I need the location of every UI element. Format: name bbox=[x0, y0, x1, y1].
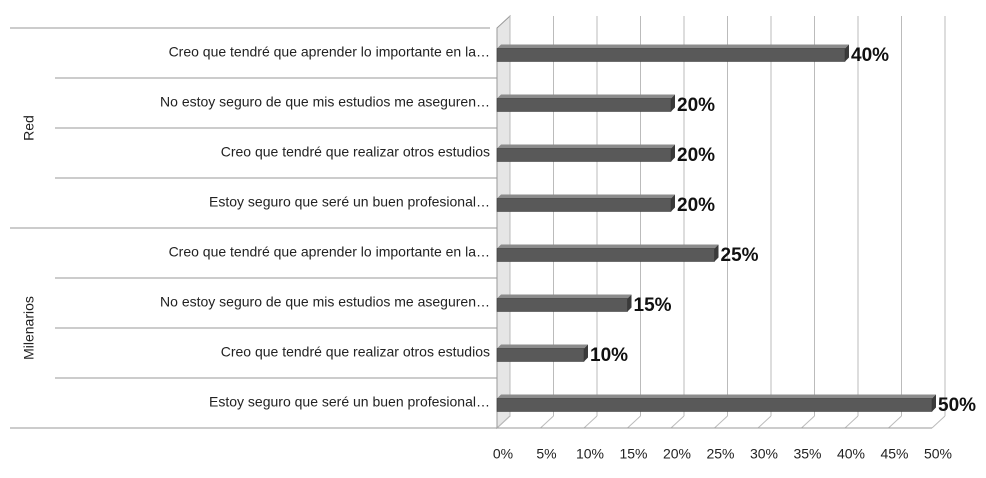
x-tick-label: 25% bbox=[706, 446, 734, 462]
bar bbox=[496, 98, 672, 112]
bar-top bbox=[497, 344, 588, 349]
grid-line bbox=[844, 415, 859, 429]
grid-line bbox=[583, 415, 598, 429]
category-label: Estoy seguro que seré un buen profesiona… bbox=[209, 394, 490, 410]
x-tick-label: 35% bbox=[793, 446, 821, 462]
category-label: Creo que tendré que realizar otros estud… bbox=[221, 344, 490, 360]
grid-line bbox=[670, 415, 685, 429]
bar-top bbox=[497, 144, 675, 149]
bar-top bbox=[497, 194, 675, 199]
category-label: No estoy seguro de que mis estudios me a… bbox=[160, 94, 490, 110]
value-label: 40% bbox=[851, 45, 889, 66]
value-label: 10% bbox=[590, 345, 628, 366]
grid-line bbox=[540, 415, 554, 429]
bar bbox=[496, 398, 933, 412]
bar-top bbox=[497, 294, 632, 299]
grid-line bbox=[801, 415, 815, 429]
bar bbox=[496, 48, 846, 62]
value-label: 50% bbox=[938, 395, 976, 416]
value-label: 20% bbox=[677, 95, 715, 116]
category-label: Creo que tendré que aprender lo importan… bbox=[169, 244, 490, 260]
category-label: No estoy seguro de que mis estudios me a… bbox=[160, 294, 490, 310]
x-tick-label: 5% bbox=[536, 446, 556, 462]
bar-side bbox=[671, 144, 675, 162]
bar-side bbox=[845, 44, 849, 62]
bar bbox=[496, 298, 628, 312]
x-tick-label: 0% bbox=[493, 446, 513, 462]
category-label: Estoy seguro que seré un buen profesiona… bbox=[209, 194, 490, 210]
x-tick-label: 10% bbox=[576, 446, 604, 462]
grid-line bbox=[496, 415, 511, 429]
value-label: 20% bbox=[677, 145, 715, 166]
grid-line bbox=[627, 415, 641, 429]
grid-line bbox=[757, 415, 772, 429]
bar-side bbox=[671, 94, 675, 112]
grid-line bbox=[714, 415, 728, 429]
bar-side bbox=[584, 344, 588, 362]
x-tick-label: 20% bbox=[663, 446, 691, 462]
x-tick-label: 50% bbox=[924, 446, 952, 462]
value-label: 15% bbox=[634, 295, 672, 316]
grid-line bbox=[888, 415, 902, 429]
category-label: Creo que tendré que realizar otros estud… bbox=[221, 144, 490, 160]
bar bbox=[496, 348, 585, 362]
bar-top bbox=[497, 244, 719, 249]
grid-line bbox=[931, 415, 946, 429]
category-label: Creo que tendré que aprender lo importan… bbox=[169, 44, 490, 60]
x-tick-label: 15% bbox=[619, 446, 647, 462]
bar-side bbox=[627, 294, 632, 312]
group-label: Red bbox=[21, 115, 37, 141]
x-tick-label: 45% bbox=[880, 446, 908, 462]
value-label: 25% bbox=[721, 245, 759, 266]
bar-side bbox=[671, 194, 675, 212]
bar-side bbox=[714, 244, 719, 262]
bar bbox=[496, 248, 715, 262]
bar bbox=[496, 198, 672, 212]
bar-top bbox=[497, 94, 675, 99]
x-tick-label: 40% bbox=[837, 446, 865, 462]
bar-top bbox=[497, 44, 849, 49]
group-label: Milenarios bbox=[21, 296, 37, 360]
x-tick-label: 30% bbox=[750, 446, 778, 462]
bar-top bbox=[497, 394, 936, 399]
bar-side bbox=[932, 394, 936, 412]
bar bbox=[496, 148, 672, 162]
value-label: 20% bbox=[677, 195, 715, 216]
axis-wall bbox=[496, 14, 511, 430]
